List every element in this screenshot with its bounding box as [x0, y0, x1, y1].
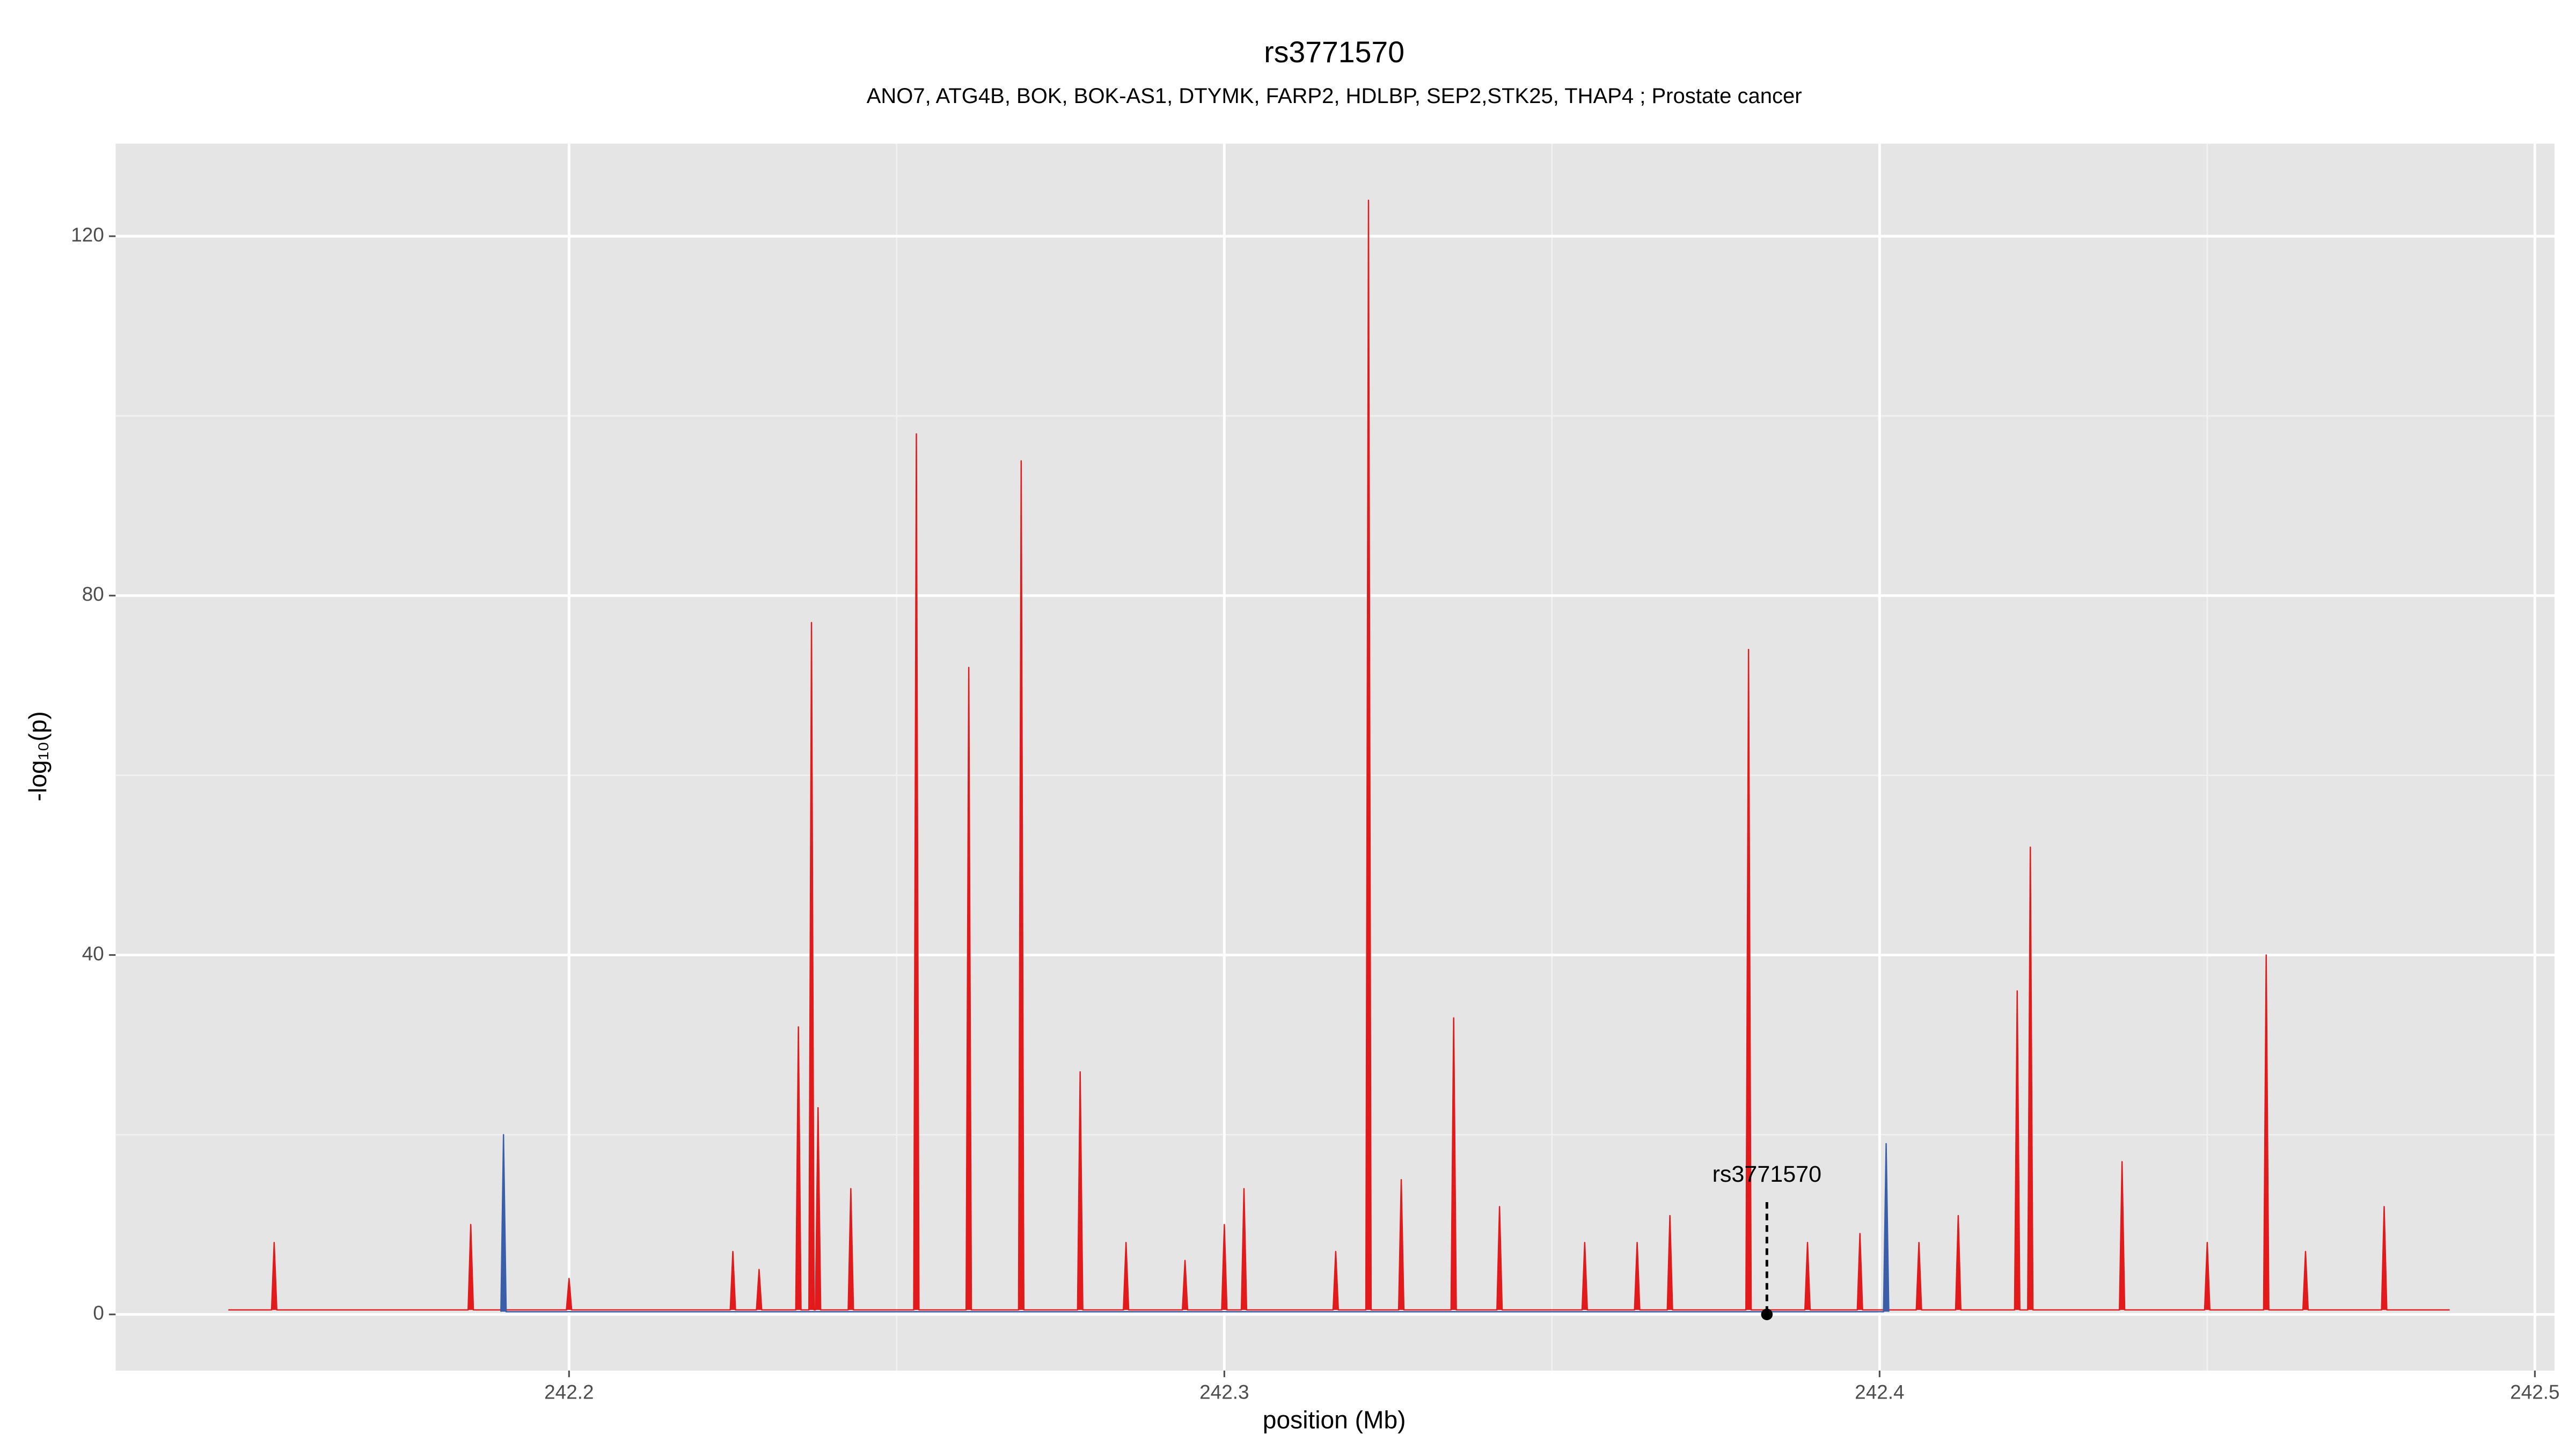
y-tick-label: 120: [71, 224, 104, 246]
x-tick-label: 242.2: [544, 1381, 594, 1403]
y-axis-label: -log₁₀(p): [24, 711, 52, 801]
area-series: [500, 1134, 1890, 1313]
x-axis-label: position (Mb): [1263, 1406, 1406, 1433]
chart-subtitle: ANO7, ATG4B, BOK, BOK-AS1, DTYMK, FARP2,…: [867, 84, 1802, 108]
y-tick-label: 0: [93, 1302, 104, 1324]
x-tick-label: 242.4: [1855, 1381, 1904, 1403]
y-tick-label: 80: [82, 583, 104, 605]
x-tick-label: 242.5: [2510, 1381, 2559, 1403]
area-series: [228, 199, 2450, 1311]
x-tick-label: 242.3: [1199, 1381, 1249, 1403]
y-tick-label: 40: [82, 942, 104, 964]
annotation-point: [1761, 1308, 1773, 1320]
chart-title: rs3771570: [1264, 35, 1404, 69]
plot-panel: [115, 143, 2555, 1371]
annotation-label: rs3771570: [1713, 1161, 1822, 1187]
